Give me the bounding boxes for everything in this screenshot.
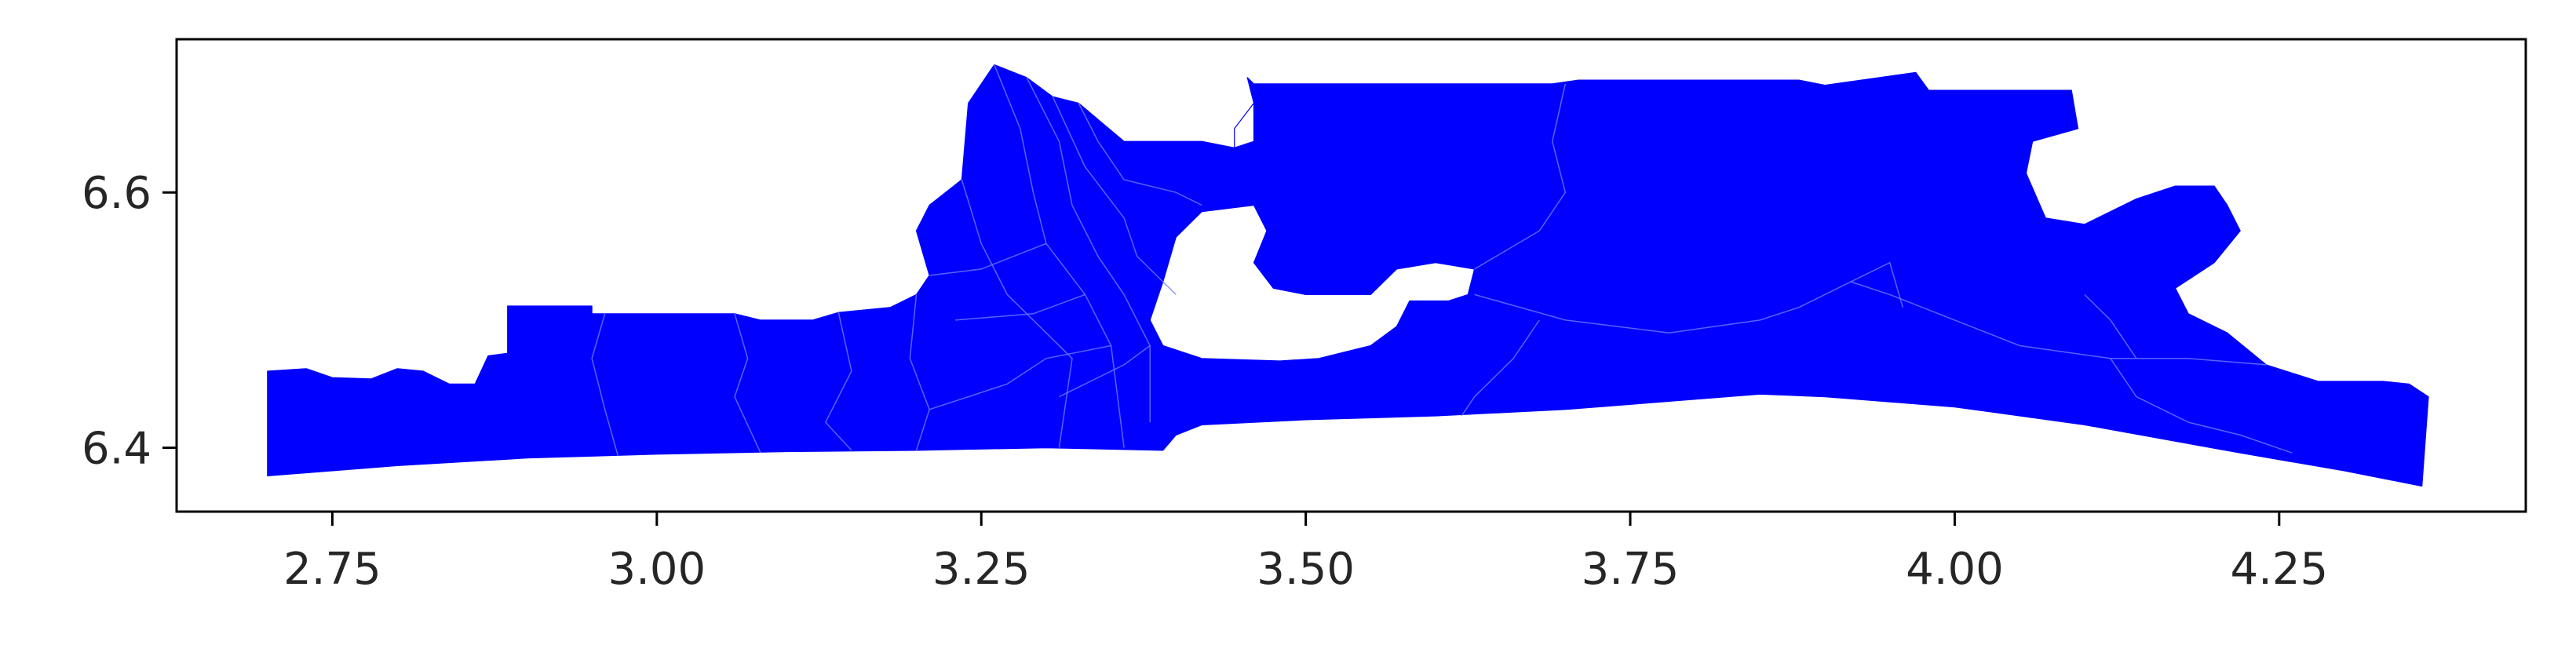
district-boundary <box>1850 261 1904 308</box>
district-boundary <box>2084 293 2137 359</box>
x-tick-label: 3.50 <box>1257 544 1355 595</box>
y-tick-label: 6.4 <box>82 424 151 475</box>
district-boundary <box>2110 358 2293 454</box>
district-boundary <box>909 294 930 451</box>
x-tick-label: 4.00 <box>1906 544 2004 595</box>
district-boundary <box>824 312 852 451</box>
axes-frame <box>175 38 2527 513</box>
district-boundary <box>1078 103 1202 206</box>
plot-area <box>175 38 2527 513</box>
x-tick-label: 3.00 <box>608 544 706 595</box>
district-boundary <box>1461 319 1540 417</box>
district-boundary <box>955 293 1085 321</box>
x-tick-label: 3.25 <box>932 544 1031 595</box>
district-boundary <box>1059 344 1151 398</box>
district-boundary <box>929 242 1047 276</box>
district-boundary <box>1052 96 1177 295</box>
y-tick-label: 6.6 <box>82 168 151 219</box>
district-boundaries <box>591 64 2293 456</box>
district-boundary <box>591 313 618 456</box>
x-axis: 2.75 3.00 3.25 3.50 3.75 4.00 4.25 <box>283 512 2328 595</box>
district-boundary <box>734 313 761 454</box>
district-boundary <box>1474 83 1567 270</box>
district-boundary <box>1474 281 2267 366</box>
lagos-region-fill <box>267 64 2429 487</box>
district-boundary <box>929 344 1111 410</box>
x-tick-label: 2.75 <box>283 544 381 595</box>
map-regions <box>267 64 2429 487</box>
y-axis: 6.4 6.6 <box>82 168 177 475</box>
x-tick-label: 4.25 <box>2230 544 2328 595</box>
x-tick-label: 3.75 <box>1582 544 1680 595</box>
